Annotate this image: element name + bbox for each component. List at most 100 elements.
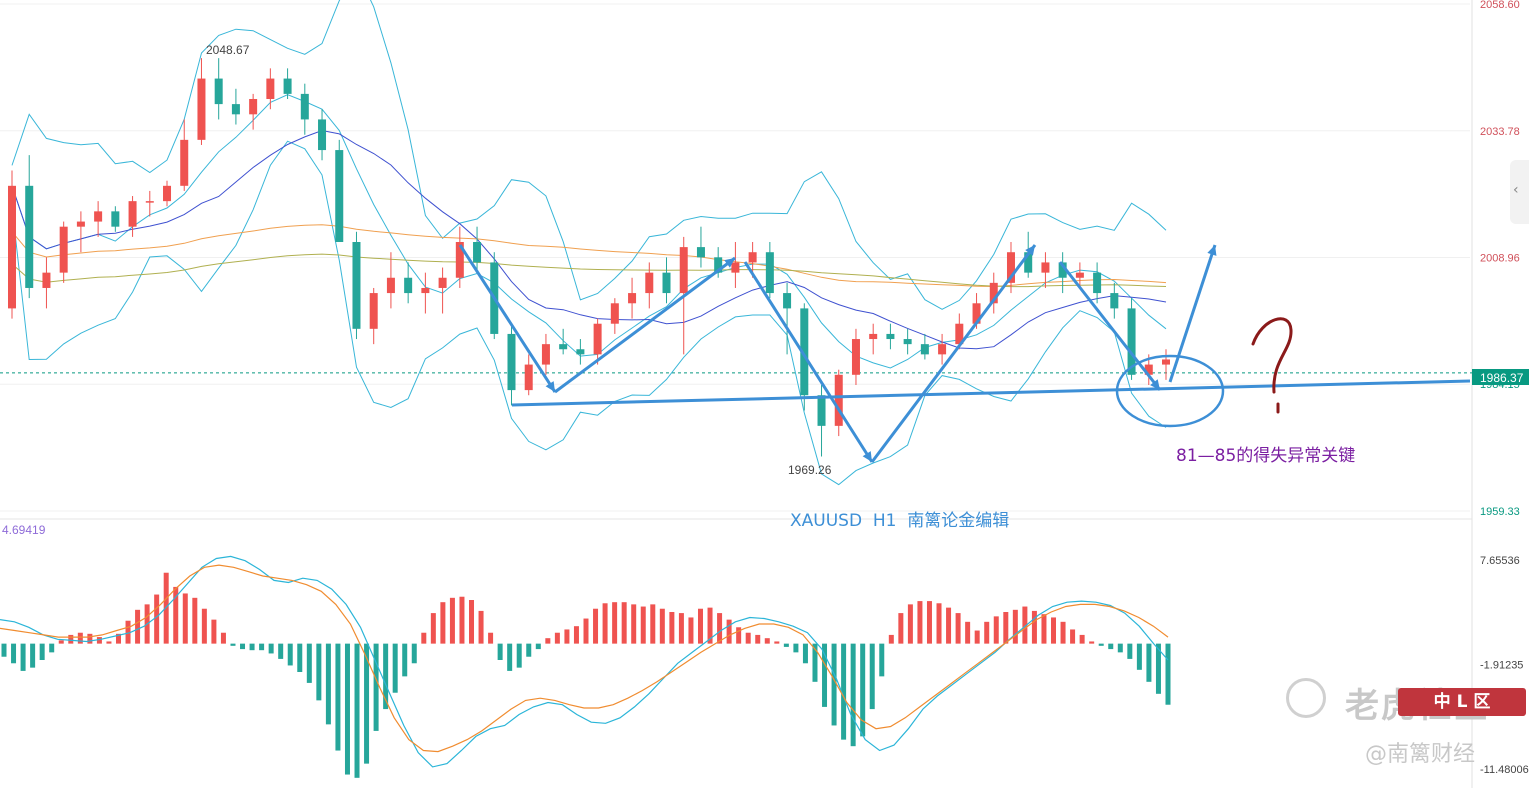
high-price-marker: 2048.67 <box>206 43 250 57</box>
macd-histogram-bar <box>115 633 121 644</box>
macd-histogram-bar <box>526 643 532 657</box>
macd-tick-label: -11.48006 <box>1480 764 1529 776</box>
macd-histogram-bar <box>1060 621 1066 644</box>
macd-histogram-bar <box>77 632 83 644</box>
collapse-panel-handle[interactable]: ‹ <box>1510 160 1529 224</box>
macd-histogram-bar <box>96 637 102 644</box>
macd-histogram-bar <box>497 643 503 660</box>
macd-histogram-bar <box>1165 643 1171 705</box>
key-level-annotation: 81—85的得失异常关键 <box>1176 446 1355 466</box>
down-arrow-3-head <box>1150 379 1160 390</box>
macd-histogram-bar <box>1089 641 1095 644</box>
candle-body <box>1110 293 1119 309</box>
macd-histogram-bar <box>30 643 36 668</box>
grid-lines <box>0 0 1473 788</box>
macd-histogram-bar <box>383 643 389 710</box>
macd-histogram-bar <box>278 643 284 659</box>
macd-histogram-bar <box>411 643 417 664</box>
macd-histogram-bar <box>306 643 312 683</box>
macd-histogram-bar <box>1070 629 1076 644</box>
candle-body <box>1162 359 1170 365</box>
up-arrow-3-head <box>1207 245 1217 256</box>
candle-body <box>869 333 878 340</box>
macd-histogram-bar <box>535 643 541 650</box>
macd-histogram-bar <box>87 633 93 644</box>
macd-histogram-bar <box>430 613 436 644</box>
macd-histogram-bar <box>402 643 408 677</box>
candle-body <box>955 323 964 345</box>
candle-body <box>59 226 68 273</box>
macd-histogram-bar <box>678 613 684 644</box>
macd-histogram-bar <box>879 643 885 677</box>
up-arrow-2 <box>870 244 1037 463</box>
up-arrow-1-head <box>724 258 735 268</box>
macd-histogram-bar <box>325 643 331 725</box>
macd-histogram-bar <box>1012 609 1018 644</box>
macd-histogram-bar <box>564 629 570 644</box>
macd-histogram-bar <box>230 643 236 646</box>
candle-body <box>679 247 688 294</box>
candle-body <box>369 293 378 329</box>
candle-body <box>249 98 258 115</box>
support-trendline <box>511 379 1471 407</box>
candle-body <box>714 257 723 273</box>
macd-histogram-bar <box>612 602 618 644</box>
macd-histogram-bar <box>545 638 551 644</box>
low-price-marker: 1969.26 <box>788 463 832 477</box>
candle-body <box>300 93 309 120</box>
candle-body <box>318 119 327 151</box>
macd-histogram-bar <box>316 643 322 701</box>
candle-body <box>421 287 430 294</box>
bollinger-bands <box>11 0 1167 486</box>
down-arrow-2 <box>743 261 874 463</box>
macd-histogram-bar <box>774 641 780 644</box>
symbol-label: XAUUSD H1 南篱论金编辑 <box>790 511 1009 531</box>
macd-histogram-bar <box>593 608 599 644</box>
macd-histogram-bar <box>240 643 246 650</box>
key-zone-circle <box>1115 354 1225 428</box>
ma-blue-line <box>11 129 1167 350</box>
candle-body <box>197 78 206 140</box>
macd-histogram-bar <box>344 643 350 775</box>
macd-histogram-bar <box>793 643 799 653</box>
candle-body <box>1041 262 1050 273</box>
question-mark-stroke <box>1251 317 1293 394</box>
macd-histogram-bar <box>822 643 828 707</box>
macd-histogram-bar <box>259 643 265 651</box>
candle-body <box>473 241 482 263</box>
macd-histogram-bar <box>421 632 427 644</box>
candle-body <box>386 277 395 294</box>
candle-body <box>765 252 774 294</box>
macd-histogram-bar <box>1108 643 1114 650</box>
candle-body <box>972 303 981 324</box>
macd-histogram-bar <box>354 643 360 778</box>
price-axis[interactable]: 2058.602033.782008.961984.151959.337.655… <box>1480 0 1529 776</box>
macd-panel <box>0 555 1171 778</box>
candle-body <box>1093 272 1102 294</box>
candle-body <box>266 78 275 99</box>
macd-histogram-bar <box>125 620 131 644</box>
candle-body <box>507 333 516 391</box>
candle-body <box>628 293 637 304</box>
macd-histogram-bar <box>583 618 589 644</box>
macd-histogram-bar <box>974 630 980 644</box>
candle-body <box>920 344 929 355</box>
macd-histogram-bar <box>459 596 465 644</box>
candle-body <box>645 272 654 294</box>
bollinger-middle <box>11 94 1167 369</box>
macd-histogram-bar <box>478 610 484 644</box>
candle-body <box>1058 262 1067 278</box>
watermark-badge: 中 L 区 <box>1398 688 1526 716</box>
macd-histogram-bar <box>249 643 255 651</box>
macd-histogram-bar <box>831 643 837 726</box>
macd-histogram-bar <box>287 643 293 666</box>
macd-tick-label: 7.65536 <box>1480 555 1520 567</box>
candle-body <box>886 333 895 340</box>
candlesticks <box>8 58 1170 457</box>
watermark-logo-icon <box>1286 678 1326 718</box>
macd-histogram-bar <box>869 643 875 710</box>
ma-olive-line <box>11 253 1167 288</box>
candle-body <box>903 339 912 345</box>
down-arrow-1-head <box>545 381 555 392</box>
macd-histogram-bar <box>745 632 751 644</box>
